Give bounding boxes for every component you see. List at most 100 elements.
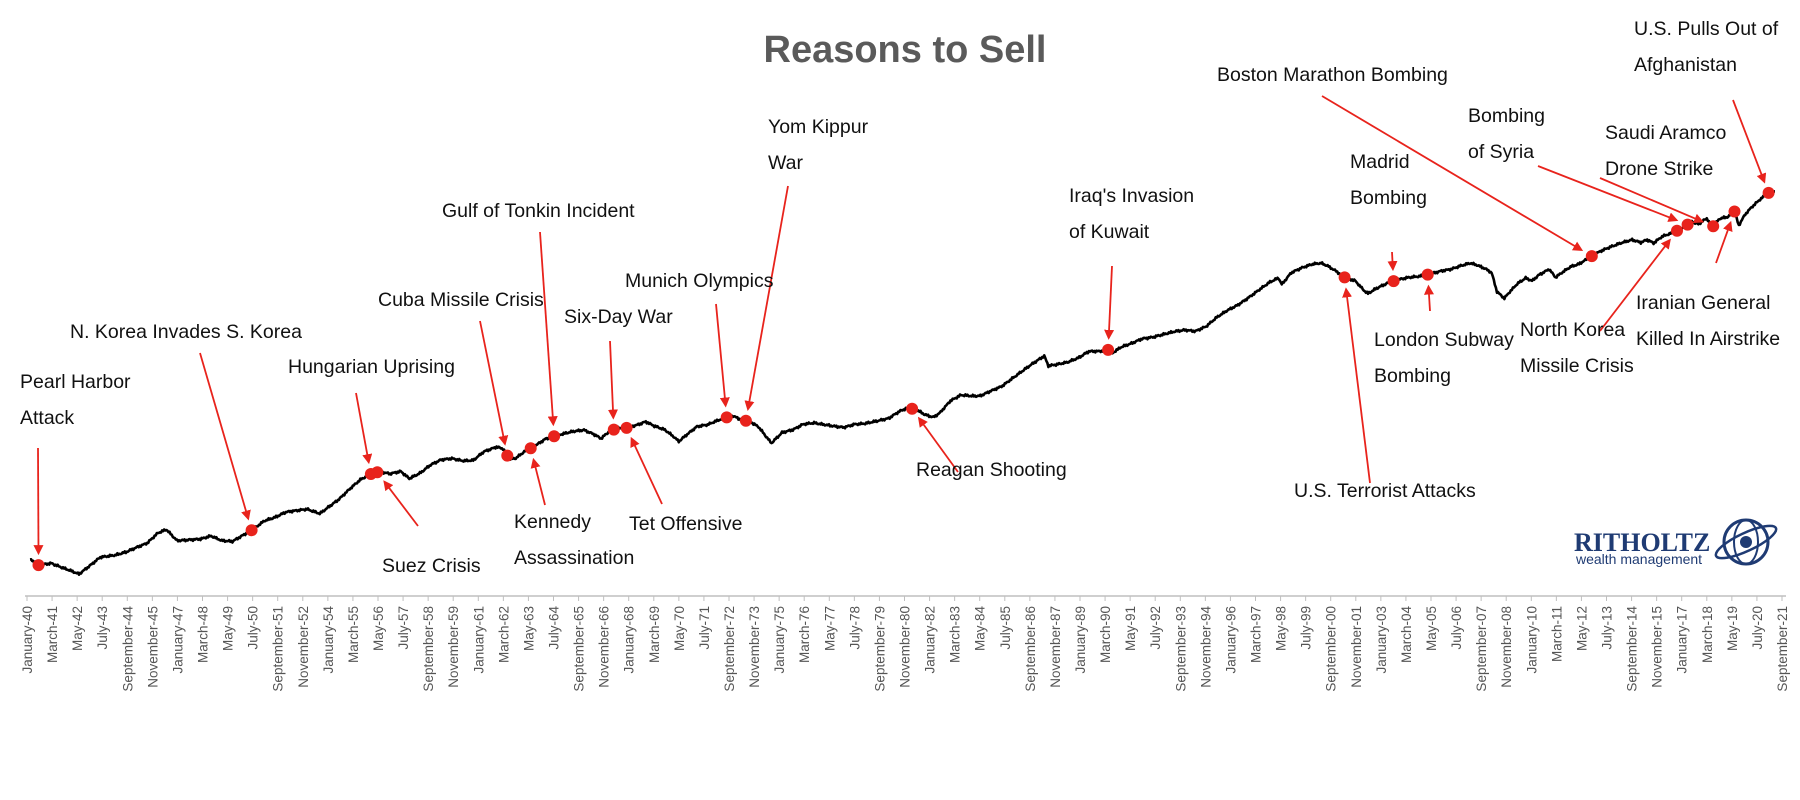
x-tick-label: January-96 [1223, 606, 1238, 674]
event-label: Madrid [1350, 151, 1410, 173]
x-tick-label: November-66 [597, 606, 612, 688]
event-arrow [917, 416, 959, 473]
x-tick-label: July-78 [847, 606, 862, 650]
x-tick-label: July-43 [95, 606, 110, 650]
event-marker [524, 442, 537, 455]
x-tick-label: September-58 [421, 606, 436, 692]
event-label: Attack [20, 407, 74, 429]
x-tick-label: March-04 [1399, 606, 1414, 664]
event-arrow [1321, 95, 1584, 252]
event-label: London Subway [1374, 329, 1514, 351]
x-tick-label: May-56 [371, 606, 386, 651]
event-label: Iraq's Invasion [1069, 185, 1194, 207]
event-marker [906, 402, 919, 415]
event-label: North Korea [1520, 319, 1625, 341]
event-labels: Pearl Harbor Attack N. Korea Invades S. Ko… [20, 18, 1780, 577]
event-arrow [630, 436, 663, 505]
event-arrow [530, 457, 546, 506]
event-label: Kennedy [514, 511, 591, 533]
event-marker [739, 414, 752, 427]
x-tick-label: January-61 [471, 606, 486, 674]
event-label: U.S. Terrorist Attacks [1294, 480, 1476, 502]
x-tick-label: May-77 [822, 606, 837, 651]
x-tick-label: July-92 [1148, 606, 1163, 650]
x-tick-label: March-48 [196, 606, 211, 663]
event-marker [1102, 343, 1115, 356]
x-axis-ticks: January-40 March-41 May-42 July-43 September… [20, 596, 1790, 692]
event-label: Afghanistan [1634, 54, 1737, 76]
x-tick-label: January-10 [1524, 606, 1539, 674]
x-tick-label: September-44 [120, 606, 135, 692]
chart-title: Reasons to Sell [764, 29, 1047, 71]
event-marker [548, 430, 561, 443]
x-tick-label: May-98 [1274, 606, 1289, 651]
event-label: Gulf of Tonkin Incident [442, 200, 635, 222]
x-tick-label: March-76 [797, 606, 812, 663]
x-tick-label: July-50 [246, 606, 261, 650]
ritholtz-logo: RITHOLTZ wealth management [1574, 518, 1778, 567]
x-tick-label: March-41 [45, 606, 60, 663]
event-arrow [539, 231, 558, 427]
event-marker [1681, 218, 1694, 231]
event-label: Saudi Aramco [1605, 122, 1727, 144]
event-arrow [1732, 99, 1767, 184]
event-label: Missile Crisis [1520, 355, 1634, 377]
x-tick-label: May-49 [221, 606, 236, 651]
x-tick-label: November-45 [145, 606, 160, 688]
x-tick-label: November-73 [747, 606, 762, 688]
event-arrow [1715, 220, 1733, 264]
x-tick-label: September-93 [1173, 606, 1188, 692]
event-label: Pearl Harbor [20, 371, 131, 393]
event-label: Yom Kippur [768, 116, 869, 138]
x-tick-label: September-72 [722, 606, 737, 692]
x-tick-label: March-62 [496, 606, 511, 663]
event-arrow [383, 480, 419, 527]
x-tick-label: September-07 [1474, 606, 1489, 692]
x-tick-label: January-75 [772, 606, 787, 674]
event-marker [1707, 220, 1720, 233]
event-label: Six-Day War [564, 306, 673, 328]
event-arrows [33, 95, 1767, 556]
x-tick-label: July-85 [998, 606, 1013, 650]
x-tick-label: November-80 [898, 606, 913, 688]
series-line [29, 190, 1776, 576]
x-tick-label: September-65 [572, 606, 587, 692]
x-tick-label: March-11 [1549, 606, 1564, 662]
event-label: Suez Crisis [382, 555, 481, 577]
x-tick-label: May-70 [672, 606, 687, 651]
x-tick-label: January-89 [1073, 606, 1088, 674]
x-tick-label: May-19 [1725, 606, 1740, 651]
x-tick-label: January-82 [923, 606, 938, 674]
event-marker [1421, 268, 1434, 281]
event-label: Bombing [1350, 187, 1427, 209]
event-label: Drone Strike [1605, 158, 1713, 180]
x-tick-label: July-57 [396, 606, 411, 650]
event-marker [1585, 250, 1598, 263]
x-tick-label: March-55 [346, 606, 361, 663]
event-arrow [1342, 287, 1371, 484]
event-marker [1762, 186, 1775, 199]
event-marker [501, 449, 514, 462]
event-marker [32, 559, 45, 572]
event-marker [1728, 205, 1741, 218]
event-markers [32, 186, 1775, 572]
x-tick-label: January-47 [170, 606, 185, 674]
x-tick-label: July-06 [1449, 606, 1464, 650]
event-label: Reagan Shooting [916, 459, 1067, 481]
event-arrow [355, 392, 373, 465]
event-label: Killed In Airstrike [1636, 328, 1780, 350]
event-arrow [479, 320, 509, 446]
event-label: Assassination [514, 547, 634, 569]
event-marker [607, 423, 620, 436]
event-arrow [1104, 265, 1115, 340]
x-tick-label: January-68 [622, 606, 637, 674]
logo-name: RITHOLTZ [1574, 528, 1710, 557]
x-tick-label: January-17 [1675, 606, 1690, 674]
x-tick-label: March-69 [647, 606, 662, 663]
event-arrow [607, 340, 618, 420]
x-tick-label: March-83 [948, 606, 963, 663]
x-tick-label: July-13 [1600, 606, 1615, 650]
event-label: War [768, 152, 804, 174]
x-tick-label: May-05 [1424, 606, 1439, 651]
x-tick-label: March-90 [1098, 606, 1113, 663]
